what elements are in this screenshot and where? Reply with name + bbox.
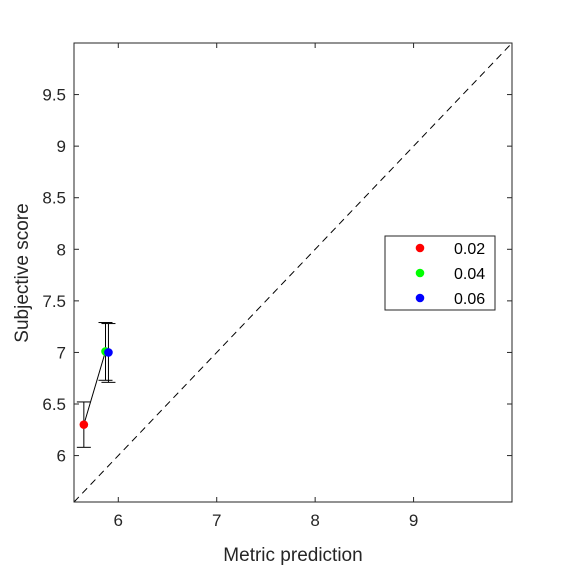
x-tick-label-2: 8 (310, 511, 319, 530)
x-tick-label-3: 9 (409, 511, 418, 530)
legend-marker-2 (415, 293, 425, 303)
data-point-0 (79, 420, 89, 429)
legend-box (384, 235, 496, 311)
legend-label-2: 0.06 (454, 291, 485, 308)
x-tick-label-0: 6 (114, 511, 123, 530)
data-point-2 (104, 348, 113, 357)
y-tick-label-3: 7.5 (42, 292, 66, 311)
reference-line (73, 42, 513, 503)
y-tick-label-6: 9 (57, 137, 66, 156)
y-tick-label-7: 9.5 (42, 86, 66, 105)
legend: 0.02 0.04 0.06 (384, 235, 496, 311)
legend-marker-1 (415, 268, 425, 278)
y-tick-label-1: 6.5 (42, 395, 66, 414)
legend-marker-0 (415, 243, 425, 253)
legend-label-1: 0.04 (454, 266, 485, 283)
x-tick-label-1: 7 (212, 511, 221, 530)
y-axis-title: Subjective score (12, 203, 33, 342)
x-axis-title: Metric prediction (223, 545, 362, 566)
legend-label-0: 0.02 (454, 241, 485, 258)
y-tick-label-5: 8.5 (42, 189, 66, 208)
plot-area (73, 42, 513, 503)
axes-box (73, 42, 513, 503)
y-tick-label-4: 8 (57, 240, 66, 259)
y-tick-label-0: 6 (57, 447, 66, 466)
axes: 6 7 8 9 6 6.5 7 7.5 8 8.5 9 9.5 (42, 42, 513, 530)
y-tick-label-2: 7 (57, 343, 66, 362)
